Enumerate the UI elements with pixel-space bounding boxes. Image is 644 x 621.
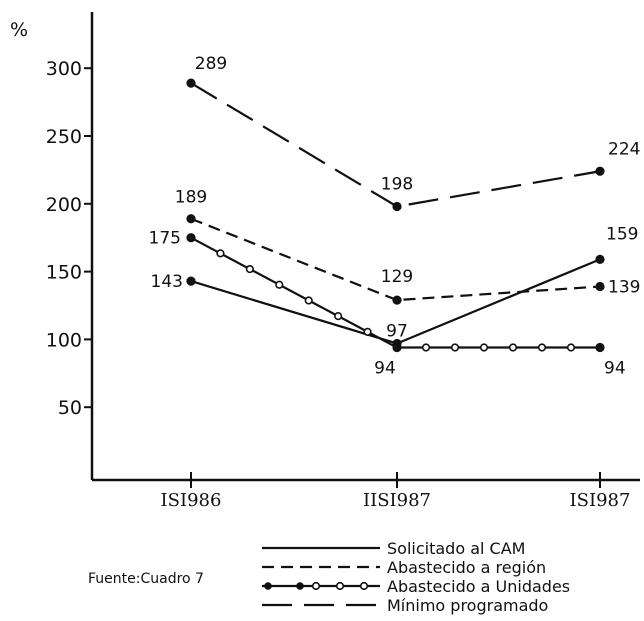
legend-marker [264,582,272,590]
series-marker-hollow [479,343,489,352]
data-point [392,295,402,305]
series-marker-hollow [275,280,284,289]
series-marker-hollow [537,343,547,352]
data-point [595,342,605,353]
legend-label: Mínimo programado [387,596,548,615]
data-point [186,214,196,224]
series-line [190,217,601,302]
legend-marker-hollow [359,581,369,591]
data-label: 143 [151,272,183,292]
legend-label: Abastecido a Unidades [387,577,570,596]
y-tick-label: 100 [46,329,82,351]
y-axis-label: % [10,19,28,41]
series-marker-hollow [304,296,313,305]
y-ticks: 50 100 150 200 250 300 [46,58,92,419]
legend-label: Abastecido a región [387,558,546,577]
y-tick-label: 150 [46,262,82,284]
data-label: 189 [175,188,207,208]
legend-label: Solicitado al CAM [387,539,525,558]
series-marker-hollow [216,249,225,258]
data-point [392,201,402,212]
legend-marker-hollow [335,581,345,591]
legend-marker-hollow [311,581,321,591]
data-point [186,78,196,88]
data-label: 289 [195,54,227,74]
data-point [595,281,605,292]
legend-marker [296,582,304,590]
series-marker-hollow [508,343,518,352]
data-label: 139 [608,278,640,298]
data-label: 198 [381,175,413,195]
y-tick-label: 50 [58,397,82,419]
x-tick-label: IISI987 [363,490,431,511]
series-marker-hollow [245,264,254,274]
source-note: Fuente:Cuadro 7 [88,571,204,587]
x-tick-label: ISI986 [161,490,222,511]
data-point [595,254,605,264]
data-label: 94 [374,359,396,379]
series-marker-hollow [450,343,460,352]
data-label: 175 [149,229,181,249]
y-tick-label: 200 [46,194,82,216]
data-label: 94 [604,359,626,379]
data-point [595,166,605,176]
series-layer [186,78,605,353]
data-label: 224 [608,139,640,159]
data-labels: 143 97 159 189 129 139 175 94 94 289 198 224 [149,54,641,378]
series-marker-hollow [363,327,372,336]
series-marker-hollow [566,343,576,352]
data-point [186,276,196,286]
data-label: 159 [606,224,638,244]
series-marker-hollow [421,343,431,352]
data-point [186,233,196,243]
y-tick-label: 250 [46,126,82,148]
x-ticks: ISI986 IISI987 ISI987 [161,472,631,511]
axes [90,12,640,482]
data-label: 129 [381,267,413,287]
data-label: 97 [386,321,408,341]
data-point [392,342,402,353]
series-marker-hollow [334,312,343,321]
y-tick-label: 300 [46,58,82,80]
x-tick-label: ISI987 [570,490,631,511]
